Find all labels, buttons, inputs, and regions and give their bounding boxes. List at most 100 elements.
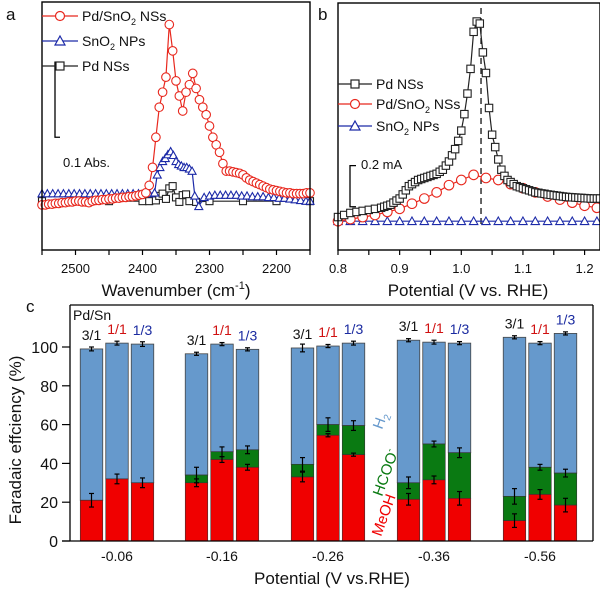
square-marker-icon (55, 61, 65, 71)
circle-marker (191, 83, 201, 94)
circle-marker-icon (54, 10, 66, 22)
ratio-label: 3/1 (399, 318, 419, 334)
bar-segment-meoh (130, 482, 155, 542)
bar-segment-h2 (553, 333, 578, 474)
bar-segment-meoh (316, 434, 340, 542)
square-marker (182, 190, 191, 199)
y-tick-label: 20 (40, 495, 58, 512)
bar-segment-h2 (316, 345, 340, 425)
bar-group (79, 340, 155, 542)
ratio-label: 1/1 (318, 324, 338, 340)
circle-marker (214, 147, 225, 158)
panel-c-x-ticks: -0.06 -0.16 -0.26 -0.36 -0.56 (101, 548, 556, 564)
ratio-label: 1/3 (133, 322, 153, 338)
ratio-label: 3/1 (505, 315, 525, 331)
stacked-bar (105, 340, 129, 542)
bar-segment-meoh (105, 478, 129, 542)
square-marker (457, 126, 466, 135)
x-tick-label: 2200 (262, 261, 291, 276)
stacked-bar (422, 339, 446, 542)
y-tick-label: 40 (40, 456, 58, 473)
circle-marker (480, 172, 492, 184)
triangle-marker-icon (53, 34, 67, 46)
legend-label: SnO2 NPs (376, 118, 439, 137)
panel-c-axes (62, 304, 594, 542)
series-pd_sno2 (37, 19, 315, 210)
series-sno2 (332, 215, 600, 226)
ratio-label: 1/1 (530, 321, 550, 337)
circle-marker (164, 19, 175, 30)
square-marker (161, 194, 170, 203)
triangle-marker (394, 215, 405, 226)
panel-b-label: b (318, 5, 327, 24)
bar-group (502, 331, 578, 542)
ratio-label: 1/3 (238, 327, 258, 343)
panel-c-bars (79, 331, 578, 542)
pd-sn-label: Pd/Sn (73, 307, 111, 323)
panel-c-label: c (26, 297, 35, 316)
panel-a-xlabel-sup: -1 (235, 280, 245, 292)
triangle-marker (168, 150, 179, 160)
triangle-marker (456, 215, 467, 226)
x-tick-label: -0.36 (418, 548, 450, 564)
bar-segment-h2 (502, 336, 527, 497)
square-marker (466, 64, 475, 74)
bar-segment-meoh (235, 466, 260, 542)
triangle-marker (258, 191, 269, 201)
triangle-marker (493, 215, 504, 226)
stacked-bar (130, 341, 155, 542)
panel-b-x-axis-label: Potential (V vs. RHE) (388, 281, 549, 300)
bar-segment-h2 (130, 343, 155, 484)
circle-marker (147, 162, 158, 173)
x-tick-label: 0.9 (391, 261, 409, 276)
legend-label: SnO2 NPs (82, 33, 145, 52)
circle-marker (144, 180, 155, 191)
circle-marker (431, 187, 442, 198)
stacked-bar (184, 351, 209, 542)
triangle-marker (406, 215, 418, 226)
circle-marker (167, 45, 178, 56)
circle-marker (201, 109, 211, 120)
circle-marker (406, 198, 418, 210)
triangle-marker (231, 190, 242, 199)
bar-segment-h2 (447, 342, 472, 454)
stacked-bar (396, 338, 421, 542)
bar-group (290, 340, 366, 542)
bar-segment-meoh (341, 454, 366, 542)
square-marker (463, 89, 472, 98)
triangle-marker (149, 187, 160, 197)
panel-c: c 0 20 40 60 80 100 -0.06 -0.16 -0.26 -0.36 -0.56… (6, 297, 594, 588)
triangle-marker (530, 215, 541, 226)
triangle-marker (431, 215, 442, 226)
triangle-marker (284, 193, 295, 203)
circle-marker (154, 102, 165, 113)
circle-marker (443, 179, 455, 191)
triangle-marker (187, 165, 198, 175)
h2-label: H2 (370, 410, 395, 433)
y-tick-label: 60 (40, 418, 58, 435)
square-marker (494, 155, 503, 164)
square-marker (469, 27, 478, 37)
ratio-label: 1/3 (450, 321, 470, 337)
triangle-marker (193, 201, 204, 211)
panel-c-y-axis-label: Faradaic effciency (%) (6, 356, 25, 525)
triangle-marker (268, 192, 279, 202)
x-tick-label: 0.8 (329, 261, 347, 276)
stacked-bar (316, 343, 340, 542)
bar-segment-meoh (422, 479, 446, 542)
ratio-label: 1/1 (107, 321, 127, 337)
legend-label: Pd NSs (82, 58, 129, 74)
circle-marker (468, 169, 479, 181)
bar-segment-h2 (341, 342, 366, 426)
panel-b-legend: Pd NSs Pd/SnO2 NSs SnO2 NPs (338, 76, 460, 137)
square-marker (481, 68, 491, 78)
panel-b-x-ticks: 0.8 0.9 1.0 1.1 1.2 (329, 250, 594, 276)
panel-a-scale-bar: 0.1 Abs. (54, 61, 110, 170)
bar-segment-h2 (235, 348, 260, 451)
legend-item-pd-sno2: Pd/SnO2 NSs (42, 8, 166, 27)
y-tick-label: 80 (40, 379, 58, 396)
stacked-bar (502, 335, 527, 542)
stacked-bar (210, 341, 234, 542)
triangle-marker (152, 169, 163, 179)
triangle-marker (480, 215, 492, 226)
